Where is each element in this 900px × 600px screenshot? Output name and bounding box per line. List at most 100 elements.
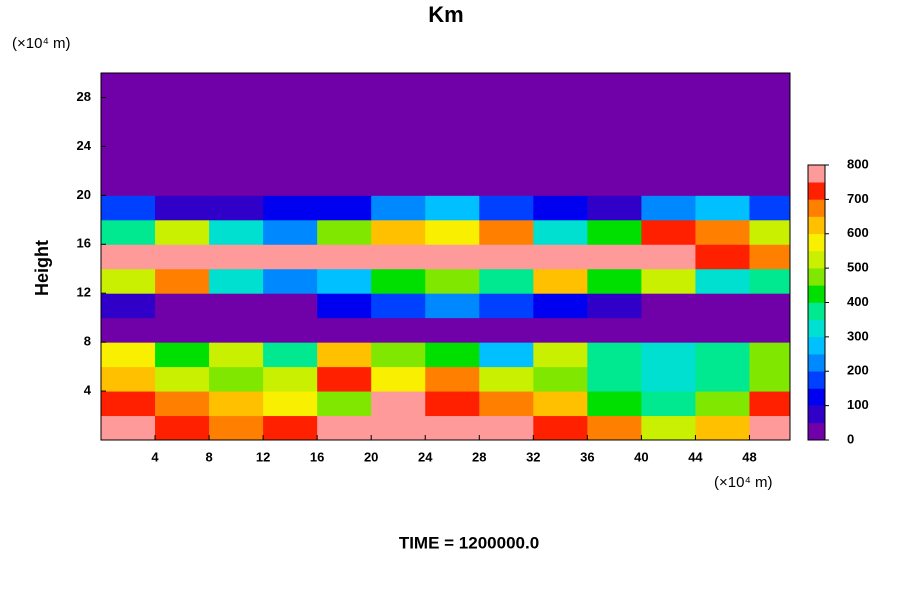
heat-cell [209, 342, 264, 368]
heat-cell [371, 415, 426, 440]
heat-cell [749, 195, 790, 221]
heat-cell [155, 366, 210, 392]
heat-cell [641, 293, 696, 319]
heat-cell [155, 391, 210, 417]
heat-cell [155, 195, 210, 221]
heat-cell [641, 268, 696, 294]
colorbar-band [808, 233, 825, 252]
heat-cell [479, 317, 534, 343]
heat-cell [371, 73, 426, 98]
heat-cell [425, 195, 480, 221]
heat-cell [371, 366, 426, 392]
colorbar-label: 400 [847, 294, 869, 309]
heat-cell [695, 121, 750, 147]
colorbar-band [808, 302, 825, 320]
heat-cell [641, 415, 696, 440]
heat-cell [587, 415, 642, 440]
heat-cell [263, 97, 318, 123]
heat-cell [317, 317, 372, 343]
heat-cell [263, 219, 318, 245]
heat-cell [425, 146, 480, 172]
heat-cell [317, 219, 372, 245]
heat-cell [479, 293, 534, 319]
heat-cell [371, 268, 426, 294]
heat-cell [101, 97, 156, 123]
heat-cell [317, 73, 372, 98]
plot-frame [100, 72, 791, 441]
heat-cell [479, 97, 534, 123]
heat-cell [263, 121, 318, 147]
heat-cell [101, 317, 156, 343]
heat-cell [209, 268, 264, 294]
heat-cell [101, 170, 156, 196]
heat-cell [101, 415, 156, 440]
heat-cell [209, 293, 264, 319]
heat-cell [263, 73, 318, 98]
heat-cell [587, 195, 642, 221]
heat-cell [533, 97, 588, 123]
heat-cell [155, 415, 210, 440]
heat-cell [371, 195, 426, 221]
x-tick-label: 24 [418, 449, 433, 464]
x-unit: (×10⁴ m) [714, 474, 773, 491]
heat-cell [371, 146, 426, 172]
heat-cell [533, 317, 588, 343]
colorbar-band [808, 182, 825, 200]
heat-cell [101, 366, 156, 392]
heat-cell [263, 366, 318, 392]
heat-cell [425, 73, 480, 98]
heat-cell [587, 342, 642, 368]
heat-cell [749, 342, 790, 368]
heat-cell [695, 73, 750, 98]
x-tick-label: 36 [580, 449, 594, 464]
heat-cell [209, 366, 264, 392]
heat-cell [479, 170, 534, 196]
heat-cell [209, 219, 264, 245]
y-axis-title: Height [32, 240, 52, 296]
heat-cell [155, 97, 210, 123]
heat-cell [425, 97, 480, 123]
heat-cell [317, 121, 372, 147]
heat-cell [263, 170, 318, 196]
y-tick-label: 16 [77, 236, 91, 251]
heat-cell [263, 342, 318, 368]
heat-cell [695, 293, 750, 319]
x-tick-label: 28 [472, 449, 486, 464]
heat-cell [587, 170, 642, 196]
heat-cell [263, 317, 318, 343]
footer: TIME = 1200000.0 [399, 533, 539, 552]
y-unit: (×10⁴ m) [12, 35, 71, 52]
heat-cell [479, 415, 534, 440]
heat-cell [479, 121, 534, 147]
heat-cell [155, 73, 210, 98]
colorbar-label: 100 [847, 397, 869, 412]
colorbar-label: 700 [847, 191, 869, 206]
y-tick-label: 28 [77, 89, 91, 104]
heat-cell [479, 73, 534, 98]
heat-cell [641, 317, 696, 343]
heat-cell [155, 244, 210, 270]
heat-cell [425, 121, 480, 147]
heat-cell [587, 73, 642, 98]
heat-cell [155, 146, 210, 172]
heat-cell [317, 366, 372, 392]
heat-cell [371, 293, 426, 319]
heat-cell [317, 195, 372, 221]
heat-cell [371, 219, 426, 245]
heat-cell [317, 293, 372, 319]
heat-cell [317, 342, 372, 368]
heat-cell [263, 415, 318, 440]
colorbar-label: 300 [847, 328, 869, 343]
heat-cell [587, 97, 642, 123]
heat-cell [695, 342, 750, 368]
heat-cell [317, 268, 372, 294]
heat-cell [749, 268, 790, 294]
heat-cell [209, 170, 264, 196]
heat-cell [695, 415, 750, 440]
heat-cell [101, 293, 156, 319]
colorbar-band [808, 405, 825, 424]
heat-cell [317, 391, 372, 417]
heat-cell [155, 342, 210, 368]
colorbar-label: 0 [847, 431, 854, 446]
